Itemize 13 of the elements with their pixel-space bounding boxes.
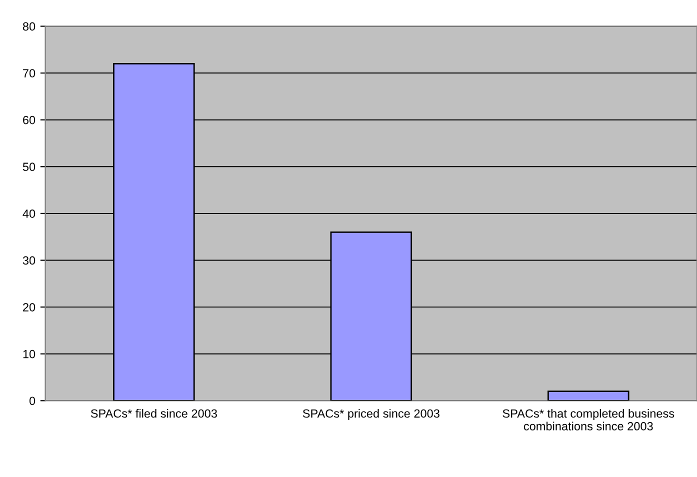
y-tick-label: 40 — [22, 209, 36, 218]
bar — [548, 390, 630, 401]
y-tick-label: 10 — [23, 350, 36, 358]
x-tick-label: SPACs* priced since 2003 — [302, 409, 440, 420]
y-tick-label: 80 — [22, 22, 36, 31]
y-tick-label: 70 — [23, 69, 36, 78]
y-tick-label: 50 — [22, 162, 36, 172]
y-tick-label: 30 — [22, 256, 36, 265]
x-tick-label: SPACs* filed since 2003 — [90, 409, 217, 418]
y-tick-label: 60 — [23, 116, 36, 124]
y-tick-label: 0 — [29, 396, 36, 406]
y-tick-label: 20 — [23, 303, 36, 312]
x-tick-label: SPACs* that completed business combinations since 2003 — [502, 409, 674, 430]
